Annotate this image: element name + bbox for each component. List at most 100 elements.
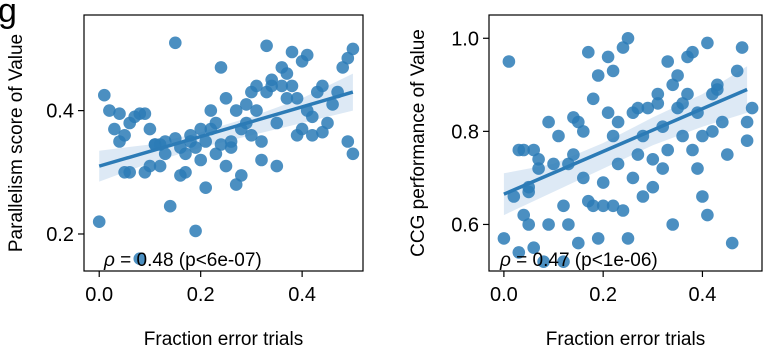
data-point-46 — [229, 178, 243, 191]
data-point-6 — [517, 143, 530, 157]
data-point-72 — [696, 129, 709, 143]
data-point-53 — [646, 153, 660, 166]
data-point-8 — [522, 218, 535, 231]
data-point-52 — [250, 79, 263, 93]
data-point-67 — [285, 79, 299, 93]
data-point-82 — [735, 41, 749, 54]
data-point-11 — [532, 162, 545, 175]
data-point-44 — [224, 135, 238, 148]
data-point-80 — [725, 236, 739, 250]
data-point-86 — [522, 185, 535, 199]
data-point-24 — [572, 236, 585, 250]
data-point-26 — [577, 171, 590, 185]
correlation-text: = 0.47 (p<1e-06) — [511, 250, 658, 271]
data-point-14 — [143, 159, 157, 173]
data-point-27 — [179, 147, 192, 161]
data-point-75 — [306, 110, 319, 124]
y-axis-label: Parallelism score of Value — [6, 34, 27, 252]
data-point-20 — [562, 218, 575, 231]
data-point-21 — [163, 199, 177, 213]
data-point-77 — [316, 79, 329, 93]
regression-line — [98, 90, 354, 168]
data-point-48 — [631, 148, 645, 161]
data-point-37 — [209, 147, 223, 161]
data-point-26 — [179, 166, 192, 179]
data-point-49 — [240, 98, 253, 111]
data-point-18 — [557, 199, 570, 213]
data-point-38 — [209, 116, 223, 130]
data-point-64 — [280, 67, 294, 80]
data-point-48 — [235, 169, 248, 182]
panel-letter: g — [0, 0, 17, 30]
data-point-28 — [582, 45, 595, 59]
data-point-35 — [601, 106, 615, 119]
data-point-19 — [158, 147, 172, 161]
data-point-12 — [532, 153, 545, 166]
data-point-76 — [706, 125, 719, 138]
y-tick-label: 1.0 — [451, 28, 479, 50]
data-point-36 — [601, 50, 615, 64]
data-point-85 — [346, 147, 360, 161]
scatter-panel-left: 0.0 0.2 0.4 0.2 0.4 Fraction error trials Para… — [6, 14, 364, 350]
data-point-90 — [711, 83, 724, 96]
data-point-61 — [270, 159, 284, 173]
data-point-25 — [577, 125, 590, 138]
data-point-46 — [626, 171, 640, 185]
y-tick-label: 0.8 — [451, 121, 479, 143]
y-axis-label: CCG performance of Value — [408, 29, 429, 257]
data-point-34 — [199, 181, 212, 194]
x-tick-label: 0.0 — [490, 284, 518, 306]
data-point-42 — [219, 92, 233, 105]
data-point-3 — [108, 122, 121, 136]
data-point-62 — [275, 79, 289, 93]
data-point-39 — [214, 61, 228, 74]
data-point-3 — [512, 246, 526, 259]
data-point-41 — [616, 41, 630, 54]
data-point-56 — [260, 39, 273, 53]
y-tick-label: 0.6 — [451, 214, 479, 236]
data-point-14 — [542, 218, 555, 231]
data-point-17 — [552, 129, 565, 143]
data-point-55 — [255, 153, 268, 167]
data-point-90 — [316, 125, 329, 139]
data-point-40 — [214, 138, 228, 151]
data-point-61 — [671, 69, 684, 82]
data-point-30 — [189, 141, 202, 154]
data-point-71 — [696, 190, 709, 203]
data-point-81 — [336, 61, 350, 74]
data-point-37 — [606, 129, 620, 143]
scatter-panel-right: 0.0 0.2 0.4 0.6 0.8 1.0 Fraction error trials C… — [408, 14, 763, 350]
data-point-15 — [143, 122, 157, 136]
x-tick-label: 0.2 — [187, 284, 215, 306]
data-point-9 — [527, 143, 540, 157]
data-point-11 — [133, 252, 147, 265]
data-point-23 — [169, 36, 182, 50]
data-point-47 — [631, 101, 645, 115]
x-tick-label: 0.4 — [288, 284, 316, 306]
data-point-2 — [507, 190, 521, 203]
data-point-1 — [502, 55, 516, 68]
data-point-66 — [681, 87, 694, 101]
x-axis-label: Fraction error trials — [144, 329, 303, 350]
axes-frame — [83, 14, 364, 272]
data-point-79 — [721, 148, 734, 161]
data-point-53 — [250, 104, 263, 117]
data-point-35 — [199, 135, 212, 148]
data-point-0 — [497, 232, 511, 245]
axes-frame — [488, 14, 763, 272]
correlation-annotation: ρ = 0.47 (p<1e-06) — [499, 250, 658, 271]
data-point-79 — [326, 98, 339, 111]
data-point-33 — [194, 153, 207, 167]
data-point-63 — [676, 97, 689, 110]
data-point-34 — [596, 199, 610, 213]
data-point-54 — [651, 87, 665, 101]
data-point-39 — [611, 157, 625, 171]
data-point-13 — [537, 255, 550, 268]
rho-symbol: ρ — [499, 250, 511, 271]
data-point-89 — [651, 97, 665, 110]
data-point-40 — [611, 115, 625, 129]
correlation-text: = 0.48 (p<6e-07) — [115, 250, 262, 271]
data-point-44 — [621, 232, 635, 245]
data-point-83 — [341, 135, 355, 148]
